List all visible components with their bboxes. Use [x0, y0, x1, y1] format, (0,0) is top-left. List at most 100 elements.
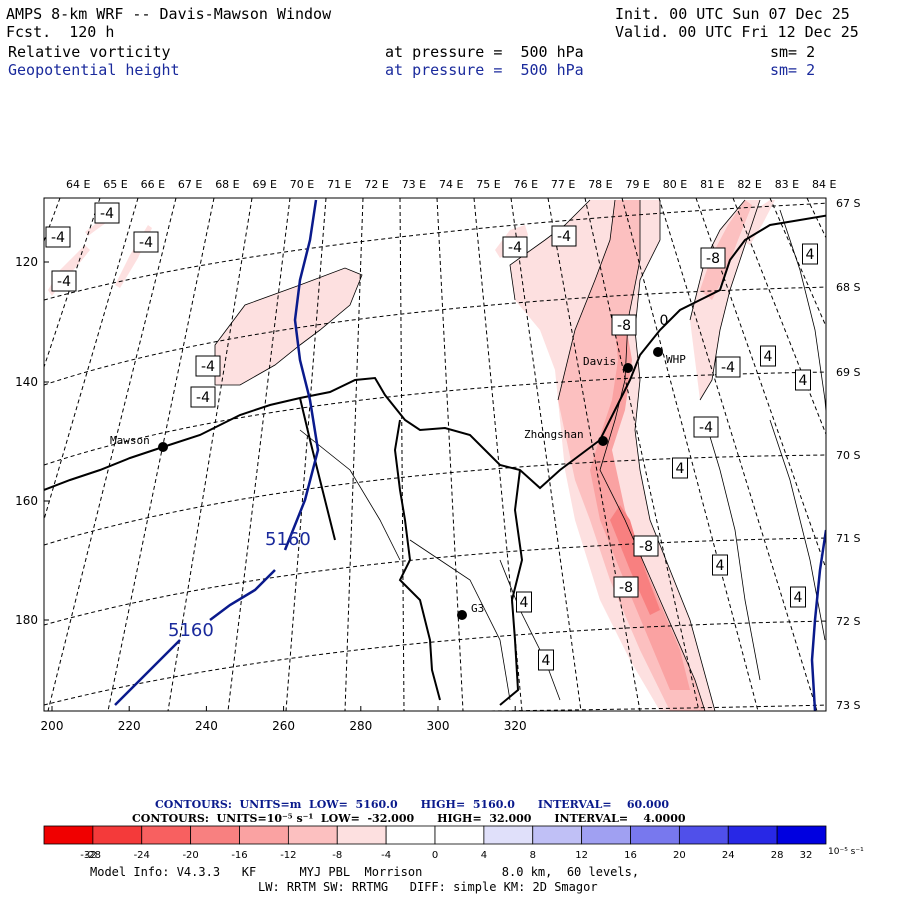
colorbar-swatch: [239, 825, 289, 845]
station-zhongshan-marker[interactable]: [598, 436, 608, 446]
vorticity-shading: [48, 200, 775, 711]
colorbar-label: -8: [332, 850, 342, 861]
x-tick-labels: 200 220 240 260 280 300 320: [41, 706, 527, 733]
colorbar-swatch: [190, 825, 240, 845]
vorticity-contours: [214, 199, 826, 711]
latitude-label: 67 S: [836, 197, 860, 210]
vorticity-label: -4: [715, 356, 741, 378]
svg-text:-4: -4: [557, 229, 571, 245]
colorbar-label: -28: [85, 850, 101, 861]
colorbar-swatch: [434, 825, 485, 845]
colorbar-swatch: [678, 825, 729, 845]
vorticity-label: -8: [611, 314, 637, 336]
svg-text:4: 4: [716, 558, 725, 574]
longitude-label: 69 E: [253, 178, 277, 191]
colorbar-label: -4: [381, 850, 391, 861]
latitude-label: 73 S: [836, 699, 860, 712]
latitude-label: 69 S: [836, 366, 860, 379]
y-tick-label: 160: [15, 494, 38, 508]
colorbar-swatch: [141, 825, 192, 845]
plot-area: [44, 198, 826, 711]
colorbar-swatch: [581, 825, 631, 845]
svg-text:-8: -8: [619, 580, 633, 596]
longitude-label: 75 E: [476, 178, 500, 191]
colorbar-swatch: [287, 825, 338, 845]
latitude-label: 70 S: [836, 449, 860, 462]
height-contour-info: CONTOURS: UNITS=m LOW= 5160.0 HIGH= 5160…: [155, 798, 669, 811]
colorbar-label: 4: [481, 850, 487, 861]
coastline: [44, 214, 826, 706]
y-tick-labels: 120 140 160 180: [15, 255, 49, 627]
vorticity-label: -8: [613, 576, 639, 598]
model-info-line1: Model Info: V4.3.3 KF MYJ PBL Morrison 8…: [90, 865, 640, 879]
colorbar-swatch: [630, 825, 680, 845]
x-tick-label: 260: [272, 719, 295, 733]
vorticity-label: 4: [760, 345, 776, 367]
svg-text:0: 0: [660, 313, 669, 329]
station-mawson-marker[interactable]: [158, 442, 168, 452]
vorticity-label: 4: [538, 649, 554, 671]
longitude-label: 67 E: [178, 178, 202, 191]
latitude-label: 68 S: [836, 281, 860, 294]
station-label-zhongshan: Zhongshan: [524, 428, 584, 441]
colorbar-swatch: [43, 825, 94, 845]
colorbar-swatch: [532, 825, 583, 845]
vorticity-label: -4: [45, 226, 71, 248]
colorbar: -28 -24 -20 -16 -12 -8 -4 0 4 8 12 16 20 24 28 -32 32 10⁻…: [43, 825, 864, 861]
vorticity-label: 4: [790, 586, 806, 608]
colorbar-label: 20: [673, 850, 686, 861]
longitude-label: 72 E: [364, 178, 388, 191]
vorticity-label: -4: [190, 386, 216, 408]
station-g3-marker[interactable]: [457, 610, 467, 620]
height-label: 5160: [168, 620, 214, 641]
station-label-mawson: Mawson: [110, 434, 150, 447]
colorbar-label: 16: [624, 850, 637, 861]
colorbar-swatch: [483, 825, 534, 845]
colorbar-swatch: [92, 825, 143, 845]
station-davis-marker[interactable]: [623, 363, 633, 373]
svg-text:4: 4: [799, 373, 808, 389]
colorbar-swatch: [727, 825, 778, 845]
plot-frame: [43, 197, 827, 712]
svg-text:-4: -4: [196, 390, 210, 406]
svg-text:-4: -4: [139, 235, 153, 251]
svg-text:-8: -8: [639, 539, 653, 555]
longitude-label: 80 E: [663, 178, 687, 191]
field1-name: Relative vorticity: [8, 43, 171, 61]
longitude-label: 79 E: [626, 178, 650, 191]
svg-text:-8: -8: [617, 318, 631, 334]
colorbar-label: -32: [80, 850, 96, 861]
longitude-label: 68 E: [215, 178, 239, 191]
longitude-label: 82 E: [737, 178, 761, 191]
height-label: 5160: [265, 529, 311, 550]
vorticity-label: 4: [672, 457, 688, 479]
vorticity-label: -4: [551, 225, 577, 247]
x-tick-label: 240: [195, 719, 218, 733]
colorbar-unit: 10⁻⁵ s⁻¹: [828, 847, 864, 857]
field1-smoothing: sm= 2: [770, 43, 816, 61]
colorbar-label: 28: [771, 850, 784, 861]
longitude-lines: [44, 198, 826, 711]
y-tick-label: 140: [15, 375, 38, 389]
longitude-labels: 64 E 65 E 66 E 67 E 68 E 69 E 70 E 71 E 72 E 73 E…: [66, 178, 836, 191]
colorbar-swatch: [776, 825, 827, 845]
model-info-line2: LW: RRTM SW: RRTMG DIFF: simple KM: 2D S…: [258, 880, 598, 894]
longitude-label: 77 E: [551, 178, 575, 191]
forecast-hour: Fcst. 120 h: [6, 23, 115, 41]
colorbar-label: 24: [722, 850, 735, 861]
vorticity-label: 4: [516, 591, 532, 613]
colorbar-label: 0: [432, 850, 438, 861]
station-label-davis: Davis: [583, 355, 616, 368]
colorbar-swatch: [336, 825, 387, 845]
vorticity-labels: -4 -4 -4 -4 -4 -4 -4 -4 -8 -8 -8 -8 -4 -4 4 4 4 4 4 4 4 4 0: [45, 202, 818, 671]
field2-name: Geopotential height: [8, 61, 180, 79]
station-whp-marker[interactable]: [653, 347, 663, 357]
svg-text:4: 4: [520, 595, 529, 611]
svg-text:-4: -4: [51, 230, 65, 246]
height-contours: [114, 199, 826, 711]
x-tick-label: 280: [349, 719, 372, 733]
longitude-label: 64 E: [66, 178, 90, 191]
latitude-lines: [44, 202, 826, 711]
station-labels: Mawson Davis WHP Zhongshan G3: [110, 353, 686, 615]
init-time: Init. 00 UTC Sun 07 Dec 25: [615, 5, 850, 23]
